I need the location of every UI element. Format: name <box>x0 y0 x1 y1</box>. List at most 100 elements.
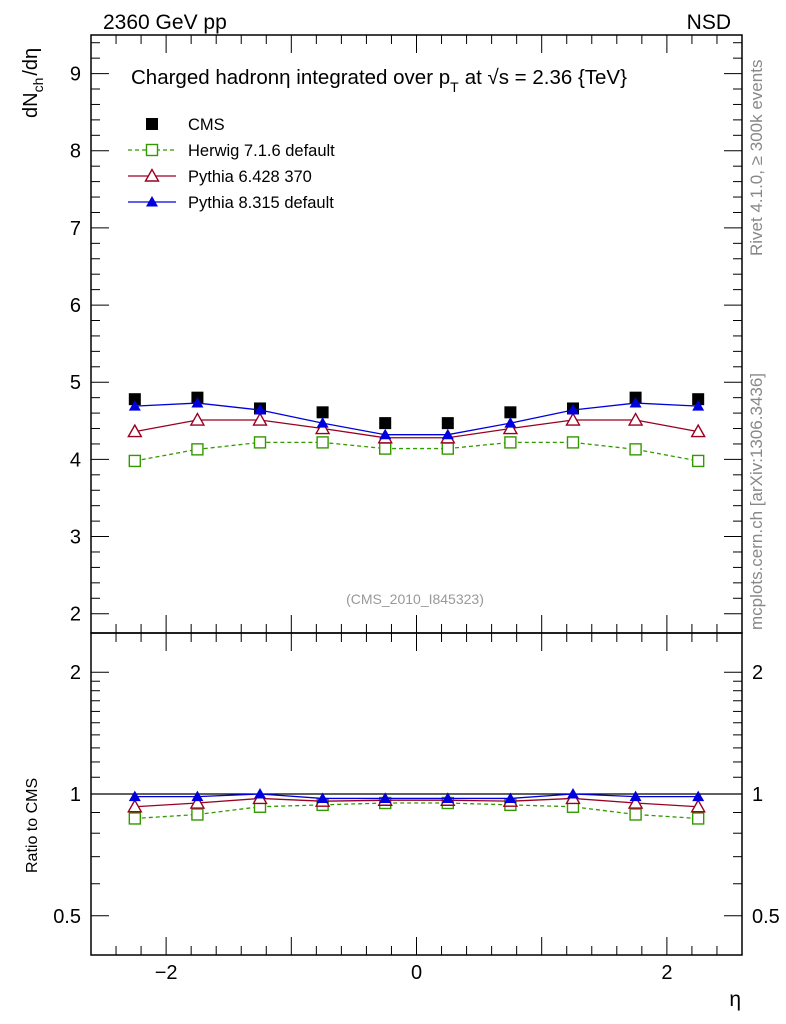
main-point-cms <box>504 406 517 419</box>
ratio-point-herwig <box>191 808 204 821</box>
legend-entry-herwig: Herwig 7.1.6 default <box>128 142 335 160</box>
ratio-line-herwig <box>134 802 699 820</box>
x-tick-label: 2 <box>661 962 672 984</box>
main-line-pythia8 <box>134 402 699 436</box>
ratio-point-pythia8 <box>316 792 329 803</box>
main-point-pythia8 <box>692 400 705 411</box>
main-point-pythia8 <box>379 428 392 440</box>
ratio-line-pythia8 <box>134 793 699 800</box>
main-point-herwig <box>379 442 392 455</box>
ratio-y-tick-label-left: 0.5 <box>53 906 81 928</box>
chart-title-math: η integrated over p <box>279 66 450 89</box>
legend-marker-herwig <box>128 143 176 157</box>
main-point-herwig <box>629 443 642 456</box>
header-process-label: NSD <box>687 11 731 34</box>
main-point-pythia6 <box>189 412 206 426</box>
mcplots-label: mcplots.cern.ch [arXiv:1306.3436] <box>747 372 766 630</box>
legend-symbol-herwig <box>145 143 159 157</box>
x-axis-label: η <box>729 988 741 1011</box>
main-point-cms <box>379 417 392 430</box>
ratio-line-pythia6 <box>134 797 699 808</box>
main-point-cms <box>128 393 141 406</box>
ratio-point-herwig <box>691 812 705 825</box>
main-y-tick-label: 9 <box>70 64 81 86</box>
main-point-pythia6 <box>565 412 581 426</box>
main-y-tick-label: 3 <box>70 527 81 549</box>
main-point-herwig <box>253 436 267 449</box>
main-y-tick-labels: 2 3 4 5 6 7 8 9 <box>70 64 81 626</box>
main-point-herwig <box>691 454 705 468</box>
main-point-pythia8 <box>254 404 267 415</box>
main-y-tick-label: 8 <box>70 141 81 163</box>
main-point-cms <box>441 417 454 430</box>
ratio-series-group <box>127 788 706 825</box>
analysis-watermark: (CMS_2010_I845323) <box>346 591 484 607</box>
main-y-tick-label: 6 <box>70 295 81 317</box>
legend-entry-cms: CMS <box>146 116 225 134</box>
x-ticks <box>90 35 743 955</box>
main-line-herwig <box>134 441 699 462</box>
legend-symbol-pythia6 <box>144 168 160 182</box>
ratio-y-tick-labels: 0.5 0.5 1 1 2 2 <box>53 662 780 928</box>
ratio-ticks <box>91 671 742 956</box>
main-point-pythia6 <box>314 420 331 435</box>
chart-title-sqrt: at √s = 2.36 {TeV} <box>465 66 627 89</box>
main-y-label-tail: /dη <box>20 48 42 76</box>
main-y-ticks <box>91 42 742 615</box>
ratio-y-tick-label-left: 2 <box>70 662 81 684</box>
main-point-pythia6 <box>252 412 268 426</box>
ratio-y-tick-label-right: 1 <box>752 784 763 806</box>
legend-symbol-cms <box>146 118 158 130</box>
ratio-point-pythia6 <box>189 795 206 809</box>
ratio-y-tick-label-left: 1 <box>70 784 81 806</box>
main-line-pythia6 <box>134 419 699 439</box>
legend-marker-pythia8 <box>128 196 176 207</box>
main-point-herwig <box>128 454 142 468</box>
ratio-point-pythia6 <box>127 798 143 813</box>
main-y-label-sub: ch <box>30 78 46 93</box>
main-point-pythia8 <box>629 397 642 408</box>
legend-label-pythia8: Pythia 8.315 default <box>188 194 334 212</box>
x-tick-label: −2 <box>155 962 178 984</box>
legend-entry-pythia6: Pythia 6.428 370 <box>128 168 312 186</box>
main-y-axis-label: dNch/dη <box>20 48 46 118</box>
main-point-pythia8 <box>128 400 141 411</box>
ratio-point-herwig <box>629 808 642 821</box>
ratio-point-pythia8 <box>379 792 392 803</box>
chart-title-sub: T <box>450 79 459 95</box>
main-point-pythia6 <box>502 420 519 435</box>
main-point-herwig <box>504 436 517 449</box>
main-point-pythia8 <box>566 404 579 415</box>
x-tick-labels: −2 0 2 <box>155 962 673 984</box>
ratio-y-tick-label-right: 0.5 <box>752 906 780 928</box>
legend-marker-pythia6 <box>128 168 176 182</box>
legend-label-herwig: Herwig 7.1.6 default <box>188 142 335 160</box>
main-point-pythia6 <box>127 423 143 438</box>
ratio-point-pythia8 <box>692 790 705 802</box>
main-y-tick-label: 4 <box>70 449 81 471</box>
main-point-cms <box>316 406 329 419</box>
ratio-y-axis-label: Ratio to CMS <box>24 778 41 873</box>
main-point-herwig <box>316 436 329 449</box>
rivet-version-label: Rivet 4.1.0, ≥ 300k events <box>747 59 766 256</box>
legend-symbol-pythia8 <box>146 196 158 207</box>
main-y-tick-label: 7 <box>70 218 81 240</box>
main-y-tick-label: 5 <box>70 372 81 394</box>
main-y-tick-label: 2 <box>70 604 81 626</box>
main-point-herwig <box>441 442 454 455</box>
ratio-point-pythia6 <box>627 795 644 809</box>
legend-label-pythia6: Pythia 6.428 370 <box>188 168 312 186</box>
ratio-point-pythia8 <box>254 788 267 799</box>
main-point-cms <box>692 393 705 406</box>
main-point-herwig <box>566 436 580 449</box>
main-point-pythia6 <box>690 423 706 438</box>
ratio-point-herwig <box>128 812 142 825</box>
main-y-label-base: dN <box>20 92 42 118</box>
ratio-point-pythia6 <box>690 798 706 813</box>
chart-title-main: Charged hadron <box>131 66 279 89</box>
ratio-point-pythia8 <box>441 792 454 803</box>
legend: CMS Herwig 7.1.6 default Pythia 6.428 37… <box>128 116 335 212</box>
ratio-point-pythia8 <box>566 788 579 799</box>
x-tick-label: 0 <box>411 962 422 984</box>
main-point-pythia8 <box>441 428 454 440</box>
